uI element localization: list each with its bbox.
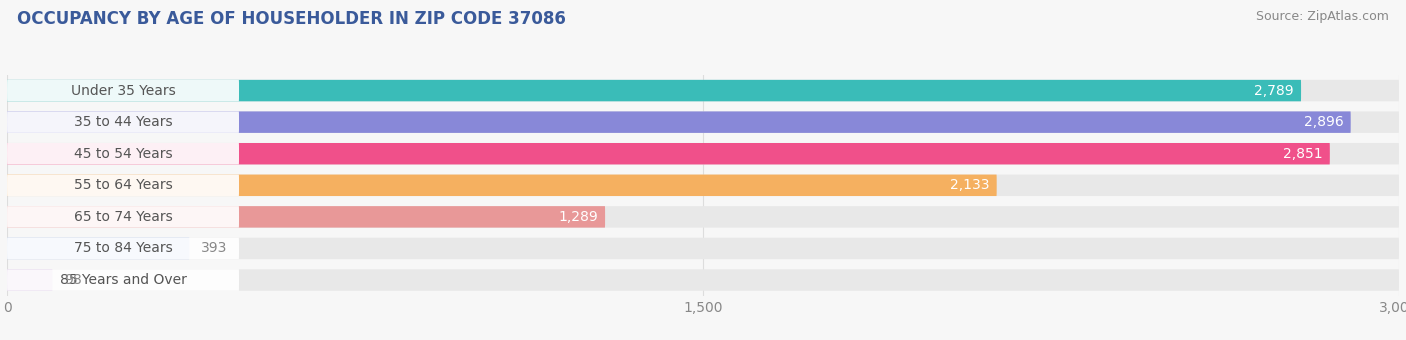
FancyBboxPatch shape xyxy=(7,206,1399,227)
FancyBboxPatch shape xyxy=(7,112,1399,133)
Text: 55 to 64 Years: 55 to 64 Years xyxy=(73,178,173,192)
FancyBboxPatch shape xyxy=(7,238,190,259)
Text: 2,896: 2,896 xyxy=(1303,115,1344,129)
FancyBboxPatch shape xyxy=(7,269,1399,291)
FancyBboxPatch shape xyxy=(7,80,239,101)
FancyBboxPatch shape xyxy=(7,112,239,133)
Text: Under 35 Years: Under 35 Years xyxy=(70,84,176,98)
FancyBboxPatch shape xyxy=(7,206,605,227)
Text: OCCUPANCY BY AGE OF HOUSEHOLDER IN ZIP CODE 37086: OCCUPANCY BY AGE OF HOUSEHOLDER IN ZIP C… xyxy=(17,10,565,28)
FancyBboxPatch shape xyxy=(7,269,52,291)
Text: Source: ZipAtlas.com: Source: ZipAtlas.com xyxy=(1256,10,1389,23)
Text: 35 to 44 Years: 35 to 44 Years xyxy=(73,115,173,129)
FancyBboxPatch shape xyxy=(7,80,1301,101)
Text: 2,133: 2,133 xyxy=(950,178,990,192)
FancyBboxPatch shape xyxy=(7,143,239,165)
Text: 1,289: 1,289 xyxy=(558,210,598,224)
FancyBboxPatch shape xyxy=(7,143,1330,165)
FancyBboxPatch shape xyxy=(7,206,239,227)
FancyBboxPatch shape xyxy=(7,238,239,259)
Text: 75 to 84 Years: 75 to 84 Years xyxy=(73,241,173,255)
FancyBboxPatch shape xyxy=(7,80,1399,101)
Text: 98: 98 xyxy=(65,273,82,287)
FancyBboxPatch shape xyxy=(7,174,997,196)
FancyBboxPatch shape xyxy=(7,238,1399,259)
Text: 393: 393 xyxy=(201,241,228,255)
FancyBboxPatch shape xyxy=(7,269,239,291)
Text: 85 Years and Over: 85 Years and Over xyxy=(59,273,187,287)
FancyBboxPatch shape xyxy=(7,174,239,196)
Text: 65 to 74 Years: 65 to 74 Years xyxy=(73,210,173,224)
Text: 2,789: 2,789 xyxy=(1254,84,1294,98)
Text: 45 to 54 Years: 45 to 54 Years xyxy=(73,147,173,161)
FancyBboxPatch shape xyxy=(7,143,1399,165)
FancyBboxPatch shape xyxy=(7,174,1399,196)
FancyBboxPatch shape xyxy=(7,112,1351,133)
Text: 2,851: 2,851 xyxy=(1284,147,1323,161)
